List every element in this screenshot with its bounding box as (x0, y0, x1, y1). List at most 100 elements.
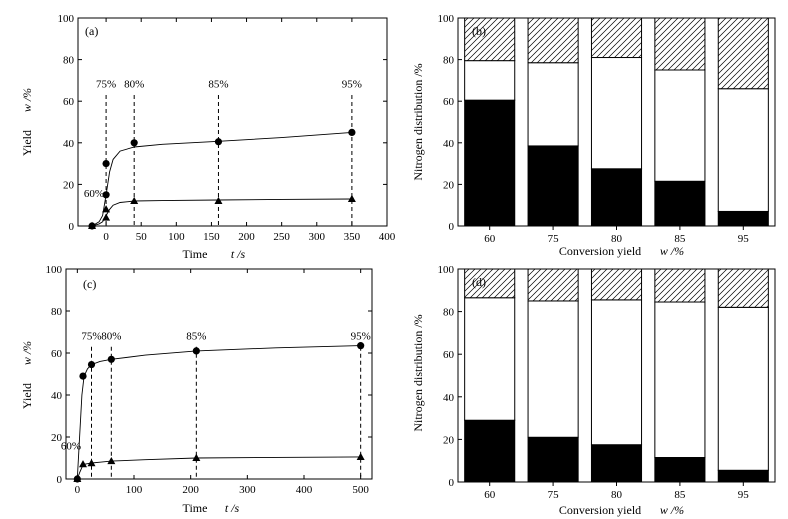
panel-c-xlabel-var: t /s (225, 501, 240, 515)
bar-segment-hatched (654, 17, 706, 71)
bar-segment-hatched (527, 17, 579, 64)
marker-label: 85% (208, 79, 228, 91)
y-tick-label: 20 (443, 179, 455, 191)
fit-curve-2 (91, 198, 352, 227)
data-point-triangle (347, 194, 356, 202)
panel-a-xlabel: Time (183, 247, 208, 261)
data-point-triangle (87, 459, 96, 467)
y-tick-label: 80 (443, 55, 455, 67)
panel-d-ylabel: Nitrogen distribution /% (411, 314, 425, 431)
bar-segment-solid (590, 168, 643, 227)
x-tick-label: 150 (203, 231, 220, 243)
y-tick-label: 40 (443, 138, 455, 150)
y-tick-label: 60 (443, 349, 455, 361)
data-point-triangle (73, 474, 82, 482)
panel-a: 0 20 40 60 80 100 0 50 100 150 200 250 300 350 400 60% 7… (20, 13, 396, 261)
y-tick-label: 0 (449, 477, 455, 489)
x-tick-label: 95 (738, 233, 750, 245)
data-point-circle (102, 191, 110, 199)
y-tick-label: 80 (63, 55, 75, 67)
x-tick-label: 60 (484, 489, 496, 501)
y-tick-label: 0 (449, 221, 455, 233)
x-tick-label: 200 (238, 231, 255, 243)
marker-label: 85% (186, 330, 206, 342)
data-point-circle (87, 360, 96, 369)
y-tick-label: 20 (63, 179, 75, 191)
y-tick-label: 100 (438, 264, 455, 276)
fit-curve-1 (76, 345, 361, 480)
x-tick-label: 250 (273, 231, 290, 243)
panel-c-label: (c) (83, 277, 96, 291)
panel-a-label: (a) (85, 24, 98, 38)
y-tick-label: 100 (438, 13, 455, 25)
panel-c-xlabel: Time (183, 501, 208, 515)
x-tick-label: 75 (548, 489, 560, 501)
bar-segment-hatched (717, 17, 769, 90)
x-tick-label: 75 (548, 233, 560, 245)
x-tick-label: 80 (611, 489, 623, 501)
bar-segment-solid (464, 419, 516, 483)
panel-b-ylabel: Nitrogen distribution /% (411, 63, 425, 180)
bar-segment-blank (464, 297, 516, 421)
data-point-circle (192, 347, 200, 355)
data-point-triangle (102, 213, 111, 221)
x-tick-label: 400 (296, 484, 313, 496)
panel-b-plot: 0 20 40 60 80 100 60 75 80 85 95 (438, 13, 776, 245)
y-tick-label: 20 (51, 432, 63, 444)
marker-label: 60% (84, 188, 104, 200)
bar-segment-blank (590, 57, 643, 170)
x-tick-label: 500 (352, 484, 369, 496)
data-point-circle (130, 139, 138, 147)
marker-label: 60% (61, 441, 81, 453)
y-tick-label: 80 (443, 307, 455, 319)
bar-segment-hatched (590, 17, 643, 59)
bar-segment-solid (717, 210, 769, 227)
fit-curve-1 (91, 131, 352, 227)
bar-segment-solid (654, 457, 706, 483)
panel-d-xlabel-var: w /% (660, 503, 684, 517)
y-tick-label: 60 (51, 348, 63, 360)
data-point-triangle (192, 453, 201, 461)
x-tick-label: 0 (75, 484, 81, 496)
x-tick-label: 85 (674, 489, 686, 501)
y-tick-label: 60 (63, 96, 75, 108)
bar-segment-blank (527, 62, 579, 147)
x-tick-label: 400 (379, 231, 396, 243)
panel-d: 0 20 40 60 80 100 60 75 80 85 95 (d) Nitrogen dist… (411, 264, 776, 517)
panel-d-xlabel: Conversion yield (559, 503, 641, 517)
panel-c-ylabel-var: w /% (20, 341, 34, 365)
data-point-circle (348, 128, 356, 136)
bar-segment-solid (717, 469, 769, 483)
bar-segment-solid (654, 180, 706, 227)
panel-d-label: (d) (472, 275, 486, 289)
x-tick-label: 300 (309, 231, 326, 243)
data-point-triangle (130, 196, 139, 205)
bar-segment-hatched (717, 268, 769, 308)
panel-a-ylabel-var: w /% (20, 88, 34, 112)
panel-c-ylabel: Yield (20, 383, 34, 409)
x-tick-label: 300 (239, 484, 256, 496)
marker-label: 75% (96, 79, 116, 91)
bar-segment-blank (590, 299, 643, 446)
bar-segment-blank (717, 88, 769, 212)
data-point-triangle (79, 460, 87, 468)
y-tick-label: 60 (443, 96, 455, 108)
plot-frame (65, 268, 373, 480)
bar-segment-hatched (464, 268, 516, 299)
bar-segment-solid (590, 444, 643, 483)
panel-c: 0 20 40 60 80 100 0 100 200 300 400 500 60% 75% 80% 85%… (20, 264, 373, 515)
y-tick-label: 100 (58, 13, 75, 25)
data-point-circle (357, 342, 365, 350)
x-tick-label: 0 (103, 231, 109, 243)
data-point-circle (102, 160, 110, 168)
x-tick-label: 100 (168, 231, 185, 243)
bar-segment-solid (527, 145, 579, 227)
marker-label: 80% (124, 79, 144, 91)
panel-d-plot: 0 20 40 60 80 100 60 75 80 85 95 (438, 264, 776, 501)
plot-frame (77, 17, 388, 227)
data-point-triangle (102, 205, 111, 213)
data-point-circle (214, 138, 223, 146)
panel-b-label: (b) (472, 24, 486, 38)
panel-a-plot: 0 20 40 60 80 100 0 50 100 150 200 250 300 350 400 60% 7… (58, 13, 396, 243)
bar-segment-solid (527, 436, 579, 483)
